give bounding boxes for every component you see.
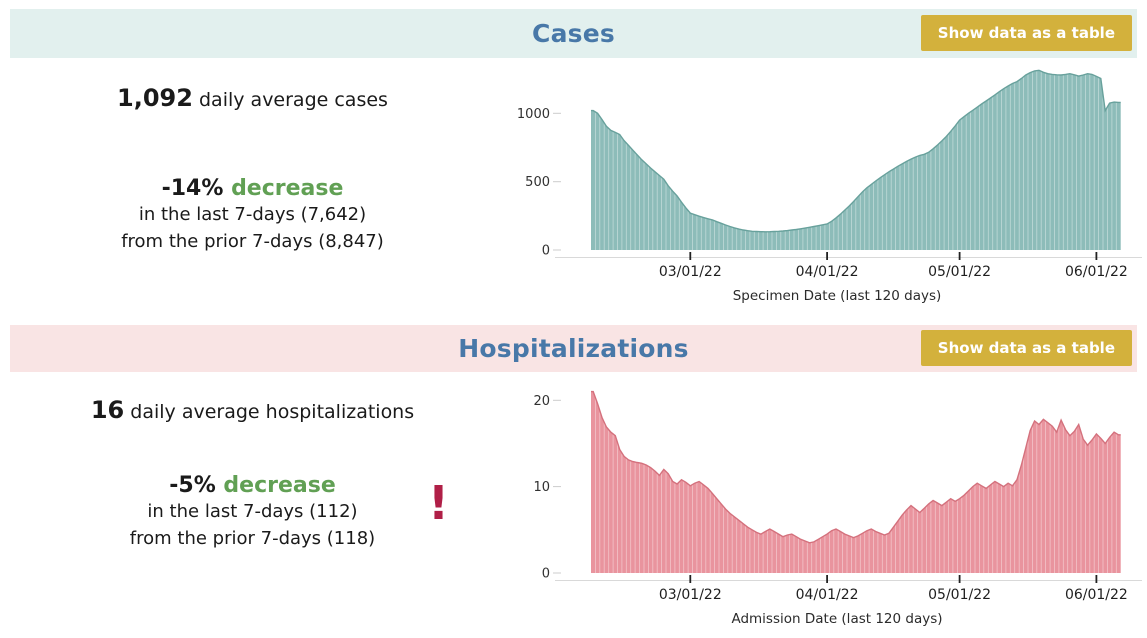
- alert-exclamation-icon: !: [428, 476, 449, 530]
- cases-last7-line: in the last 7-days (7,642): [138, 204, 367, 225]
- hospitalizations-chart: 0 10 20 03/01/22 04/01/22 05/01/22 06/01/22 Adm…: [533, 383, 1142, 627]
- hospitalizations-show-table-button[interactable]: Show data as a table: [920, 330, 1132, 366]
- area-series: [591, 391, 1121, 573]
- x-tick-label: 03/01/22: [659, 587, 722, 603]
- hospitalizations-change-direction: decrease: [223, 473, 336, 498]
- y-tick-label: 500: [525, 175, 550, 190]
- cases-daily-average: 1,092 daily average cases: [0, 84, 505, 112]
- hospitalizations-change-headline: -5% decrease: [0, 473, 505, 498]
- y-tick-label: 20: [533, 394, 550, 409]
- y-tick-label: 0: [542, 244, 550, 259]
- cases-title: Cases: [532, 19, 615, 48]
- hospitalizations-average-value: 16: [90, 396, 125, 424]
- cases-chart: 0 500 1000 03/01/22 04/01/22 05/01/22 06/01/22…: [517, 60, 1142, 304]
- hospitalizations-average-label: daily average hospitalizations: [130, 401, 415, 423]
- series-top-line: [591, 390, 1121, 544]
- cases-stats: 1,092 daily average cases -14% decrease …: [0, 58, 505, 255]
- hospitalizations-header: Hospitalizations Show data as a table: [10, 325, 1137, 372]
- cases-change-direction: decrease: [231, 176, 344, 201]
- cases-change-headline: -14% decrease: [0, 176, 505, 201]
- cases-average-label: daily average cases: [199, 89, 388, 111]
- x-axis-title: Admission Date (last 120 days): [731, 611, 942, 627]
- cases-change-summary: -14% decrease in the last 7-days (7,642)…: [0, 176, 505, 255]
- hospitalizations-title: Hospitalizations: [458, 334, 689, 363]
- hospitalizations-prior7-line: from the prior 7-days (118): [129, 528, 376, 549]
- hospitalizations-stats: 16 daily average hospitalizations -5% de…: [0, 372, 505, 552]
- y-tick-label: 10: [533, 480, 550, 495]
- hospitalizations-daily-average: 16 daily average hospitalizations: [0, 396, 505, 424]
- x-tick-label: 03/01/22: [659, 264, 722, 280]
- hospitalizations-last7-line: in the last 7-days (112): [147, 501, 358, 522]
- x-tick-label: 06/01/22: [1065, 264, 1128, 280]
- x-tick-label: 05/01/22: [928, 587, 991, 603]
- hospitalizations-change-summary: -5% decrease in the last 7-days (112) fr…: [0, 473, 505, 552]
- y-tick-label: 0: [542, 567, 550, 582]
- series-top-line: [591, 69, 1121, 233]
- y-tick-label: 1000: [517, 107, 550, 122]
- x-tick-label: 04/01/22: [796, 264, 859, 280]
- hospitalizations-change-percent: -5%: [169, 473, 216, 498]
- x-tick-label: 05/01/22: [928, 264, 991, 280]
- cases-header: Cases Show data as a table: [10, 9, 1137, 58]
- cases-average-value: 1,092: [117, 84, 193, 112]
- area-series: [591, 70, 1121, 250]
- x-tick-label: 06/01/22: [1065, 587, 1128, 603]
- cases-prior7-line: from the prior 7-days (8,847): [121, 231, 384, 252]
- x-tick-label: 04/01/22: [796, 587, 859, 603]
- cases-change-percent: -14%: [161, 176, 224, 201]
- cases-show-table-button[interactable]: Show data as a table: [920, 15, 1132, 51]
- x-axis-title: Specimen Date (last 120 days): [733, 288, 942, 304]
